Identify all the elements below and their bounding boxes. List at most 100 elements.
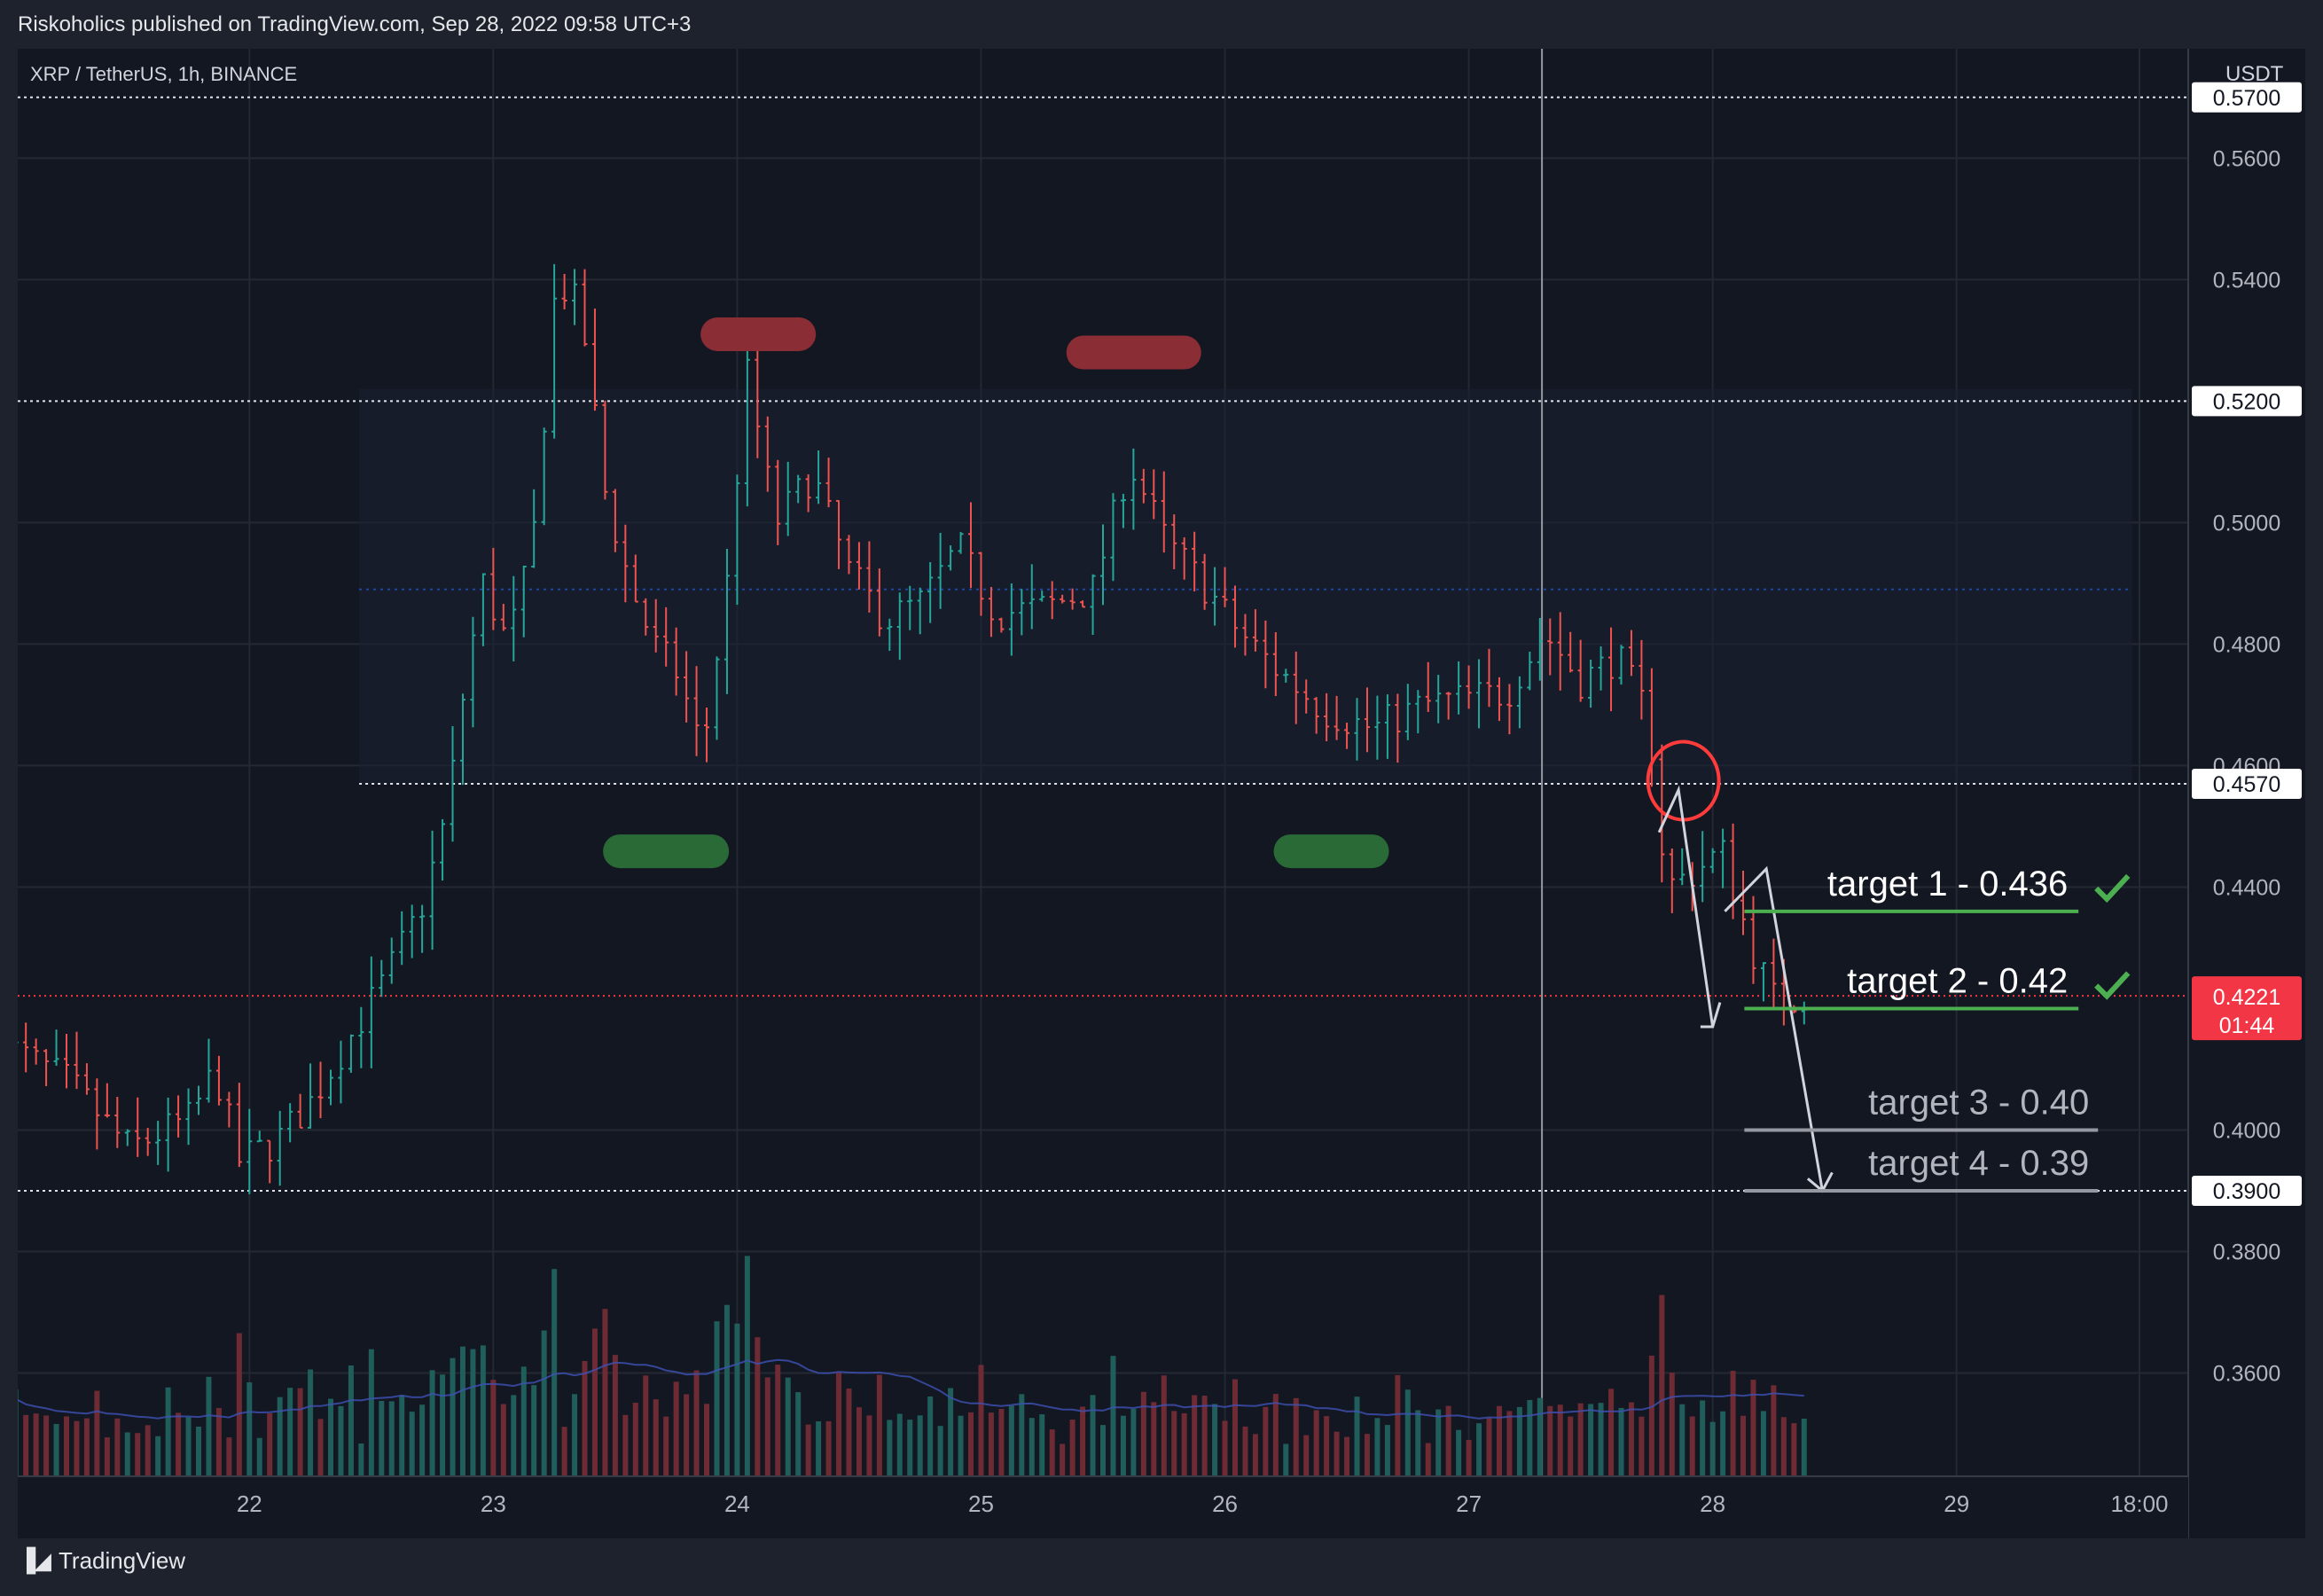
support-marker-right <box>1273 834 1389 869</box>
volume-bar <box>1100 1425 1106 1476</box>
volume-bar <box>1313 1410 1319 1476</box>
volume-bar <box>83 1418 90 1476</box>
volume-bar <box>1476 1423 1482 1476</box>
level-price-box <box>2192 386 2302 417</box>
volume-bar <box>948 1388 954 1476</box>
volume-bar <box>277 1396 283 1476</box>
volume-bar <box>196 1426 201 1476</box>
volume-bar <box>1435 1409 1442 1476</box>
volume-bar <box>256 1437 262 1476</box>
level-price-label: 0.3900 <box>2213 1179 2280 1204</box>
volume-bar <box>1252 1434 1258 1476</box>
volume-bar <box>1689 1416 1695 1476</box>
volume-bar <box>1771 1385 1777 1476</box>
volume-bar <box>317 1419 324 1476</box>
volume-bar <box>327 1398 333 1476</box>
volume-bar <box>978 1365 984 1476</box>
volume-bar <box>602 1309 608 1476</box>
target-label: target 2 - 0.42 <box>1847 961 2068 1000</box>
volume-bar <box>1496 1405 1502 1476</box>
volume-bar <box>1303 1435 1310 1476</box>
volume-bar <box>74 1420 80 1476</box>
arrow-path-1 <box>1657 785 1715 1028</box>
price-tick-label: 0.5600 <box>2213 146 2280 171</box>
time-tick-label: 23 <box>481 1490 506 1517</box>
volume-bar <box>379 1401 385 1476</box>
level-price-box <box>2192 1176 2302 1206</box>
volume-bar <box>825 1420 832 1476</box>
volume-bar <box>887 1420 893 1476</box>
arrow-path-2 <box>1724 865 1824 1192</box>
volume-bar <box>572 1394 578 1476</box>
time-tick-label: 22 <box>237 1490 262 1517</box>
volume-bar <box>1547 1405 1553 1476</box>
level-price-label: 0.4570 <box>2213 772 2280 797</box>
volume-bar <box>1069 1420 1075 1476</box>
volume-bar <box>297 1388 303 1476</box>
volume-bar <box>1537 1397 1543 1476</box>
volume-bar <box>185 1417 192 1476</box>
volume-bar <box>1527 1399 1533 1476</box>
volume-bar <box>64 1416 70 1476</box>
volume-bar <box>246 1382 253 1476</box>
chart-panel[interactable]: target 1 - 0.436 target 2 - 0.42 target 3 … <box>18 49 2305 1538</box>
volume-bar <box>693 1370 700 1476</box>
volume-bar <box>368 1349 374 1476</box>
volume-bar <box>734 1323 740 1476</box>
tradingview-logo[interactable]: ▐◢ TradingView <box>18 1547 185 1575</box>
time-tick-label: 24 <box>724 1490 750 1517</box>
volume-bar <box>714 1321 720 1476</box>
volume-bar <box>632 1402 638 1476</box>
volume-bar <box>1222 1420 1228 1476</box>
volume-bar <box>755 1337 761 1476</box>
volume-bar <box>1263 1406 1269 1476</box>
volume-bar <box>775 1365 781 1476</box>
volume-bar <box>1090 1395 1096 1476</box>
volume-bar <box>561 1427 567 1476</box>
volume-bar <box>399 1395 405 1476</box>
last-price-value: 0.4221 <box>2213 985 2280 1010</box>
volume-bar <box>866 1415 872 1476</box>
price-tick-label: 0.3800 <box>2213 1240 2280 1265</box>
volume-bar <box>1516 1406 1522 1476</box>
volume-bar <box>440 1374 446 1476</box>
volume-bar <box>1415 1410 1421 1476</box>
price-tick-label: 0.4800 <box>2213 632 2280 657</box>
volume-bar <box>663 1416 669 1476</box>
volume-bar <box>419 1404 426 1476</box>
targets: target 1 - 0.436 target 2 - 0.42 target 3 … <box>1744 864 2131 1193</box>
volume-bar <box>876 1374 882 1476</box>
time-tick-label: 26 <box>1212 1490 1238 1517</box>
time-tick-label: 29 <box>1944 1490 1969 1517</box>
price-tick-label: 0.4000 <box>2213 1118 2280 1143</box>
volume-bar <box>1425 1443 1431 1476</box>
volume-bar <box>1760 1411 1766 1476</box>
volume-bar <box>1039 1414 1045 1476</box>
volume-bar <box>511 1395 517 1476</box>
volume-bar <box>917 1415 923 1476</box>
volume-bar <box>1608 1389 1615 1476</box>
volume-bar <box>176 1412 182 1476</box>
volume-bar <box>1700 1400 1706 1476</box>
volume-bar <box>1486 1418 1492 1476</box>
volume-bar <box>1283 1443 1289 1476</box>
level-price-box <box>2192 768 2302 799</box>
volume-bar <box>1639 1416 1645 1476</box>
volume-bar <box>723 1304 730 1476</box>
volume-bar <box>500 1404 506 1476</box>
volume-bar <box>1801 1418 1807 1476</box>
support-marker-left <box>603 834 730 869</box>
time-tick-label: 28 <box>1700 1490 1725 1517</box>
volume-bar <box>1395 1374 1401 1476</box>
volume-bar <box>622 1414 629 1476</box>
volume-bar <box>1780 1417 1787 1476</box>
volume-bar <box>856 1407 862 1476</box>
volume-bar <box>1334 1431 1340 1476</box>
time-tick-label: 25 <box>968 1490 994 1517</box>
target-label: target 1 - 0.436 <box>1827 864 2068 904</box>
volume-bar <box>1019 1394 1025 1476</box>
volume-bar <box>551 1269 558 1476</box>
range-box <box>359 388 2132 784</box>
price-chart[interactable]: target 1 - 0.436 target 2 - 0.42 target 3 … <box>18 49 2305 1538</box>
volume-bar <box>124 1432 130 1476</box>
